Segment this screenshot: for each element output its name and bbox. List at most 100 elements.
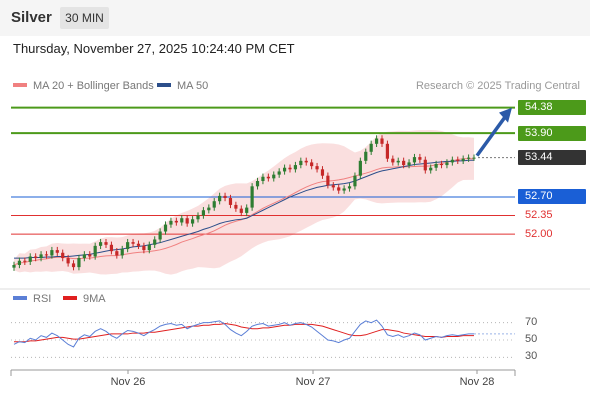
candle-body	[218, 195, 222, 202]
candle-body	[153, 239, 157, 245]
candle-body	[337, 187, 341, 191]
candle-body	[282, 167, 287, 172]
candle-body	[104, 242, 108, 245]
candle-body	[396, 160, 400, 163]
candle-body	[71, 263, 76, 268]
rsi-line	[13, 319, 474, 348]
x-tick-label: Nov 28	[459, 376, 495, 388]
timestamp: Thursday, November 27, 2025 10:24:40 PM …	[13, 41, 295, 56]
candle-body	[347, 186, 352, 189]
candle-body	[277, 171, 281, 175]
candle-body	[169, 220, 173, 225]
candle-body	[158, 231, 162, 240]
candle-body	[142, 245, 146, 251]
legend-ma20-label: MA 20 + Bollinger Bands	[33, 80, 154, 92]
candle-body	[450, 159, 454, 163]
instrument-title: Silver	[11, 9, 52, 26]
candle-body	[196, 215, 200, 220]
candle-body	[461, 158, 465, 161]
candle-body	[163, 224, 168, 232]
legend-ma20-swatch	[13, 83, 27, 88]
candle-body	[66, 258, 70, 264]
candle-body	[445, 162, 449, 166]
candle-body	[234, 204, 238, 209]
candle-body	[472, 157, 476, 159]
candle-body	[407, 162, 411, 166]
candle-body	[374, 138, 379, 144]
candle-body	[228, 198, 233, 205]
candle-body	[434, 164, 438, 168]
candle-body	[12, 264, 16, 268]
rsi9-line	[14, 323, 474, 343]
legend-rsi-label: RSI	[33, 293, 52, 305]
level-label-54.38: 54.38	[518, 100, 586, 116]
timeframe-badge[interactable]: 30 MIN	[60, 7, 109, 29]
candle-body	[50, 250, 54, 256]
candle-body	[212, 201, 216, 208]
candle-body	[185, 218, 189, 224]
candle-body	[23, 260, 27, 262]
candle-body	[418, 157, 422, 160]
candle-body	[147, 244, 151, 251]
candle-body	[174, 220, 178, 223]
candle-body	[120, 249, 124, 256]
target-arrow-shaft	[475, 114, 508, 157]
level-label-53.90: 53.90	[518, 125, 586, 141]
candle-body	[93, 245, 97, 257]
candle-body	[288, 167, 292, 170]
legend-ma50-swatch	[157, 83, 171, 88]
target-arrow-head	[499, 107, 512, 123]
candle-body	[456, 159, 460, 161]
candle-body	[77, 258, 81, 268]
rsi-tick-30: 30	[525, 350, 538, 363]
candle-body	[331, 185, 335, 188]
candle-body	[353, 175, 357, 187]
candle-body	[82, 254, 86, 259]
candle-body	[266, 176, 270, 179]
rsi-tick-50: 50	[525, 333, 538, 345]
candle-body	[304, 160, 308, 163]
candle-body	[315, 166, 319, 170]
level-label-53.44: 53.44	[518, 150, 586, 166]
candle-body	[385, 143, 390, 159]
candle-body	[402, 160, 406, 166]
legend-ma20: MA 20 + Bollinger Bands	[13, 80, 154, 92]
candle-body	[261, 176, 265, 182]
candle-body	[201, 210, 206, 216]
candle-body	[439, 164, 444, 166]
candle-body	[136, 243, 141, 246]
candle-body	[299, 160, 303, 166]
candle-body	[429, 167, 433, 171]
legend-ma50: MA 50	[157, 80, 208, 92]
candle-body	[272, 174, 276, 179]
candle-body	[207, 207, 211, 211]
x-tick-label: Nov 26	[110, 376, 146, 388]
candle-body	[466, 157, 471, 159]
candle-body	[98, 242, 103, 246]
x-tick-label: Nov 27	[295, 376, 331, 388]
level-label-52.00: 52.00	[525, 227, 553, 240]
candle-body	[369, 143, 373, 152]
candle-body	[39, 254, 43, 259]
ma50-line	[14, 159, 474, 259]
candle-body	[310, 162, 314, 167]
candle-body	[28, 256, 32, 262]
candle-body	[88, 254, 92, 257]
candle-body	[320, 169, 325, 176]
candle-body	[412, 157, 417, 163]
candle-body	[17, 260, 22, 265]
candle-body	[364, 151, 368, 161]
legend-rsi9-label: 9MA	[83, 293, 106, 305]
candle-body	[326, 175, 330, 186]
candle-body	[255, 181, 260, 187]
candle-body	[223, 195, 227, 199]
candle-body	[391, 158, 395, 163]
candle-body	[34, 256, 38, 259]
legend-rsi9-swatch	[63, 296, 77, 301]
candle-body	[44, 254, 49, 256]
candle-body	[115, 251, 119, 256]
candle-body	[109, 244, 114, 252]
candle-body	[239, 208, 243, 213]
